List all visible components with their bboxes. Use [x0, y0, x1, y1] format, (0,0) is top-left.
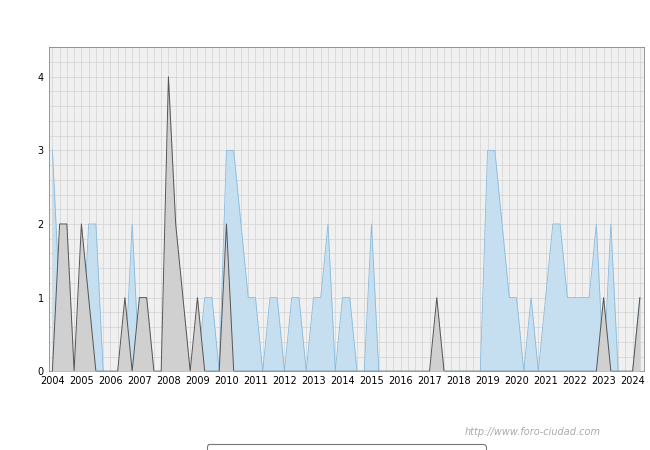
- Legend: Viviendas Nuevas, Viviendas Usadas: Viviendas Nuevas, Viviendas Usadas: [207, 444, 486, 450]
- Text: Brazuelo - Evolucion del Nº de Transacciones Inmobiliarias: Brazuelo - Evolucion del Nº de Transacci…: [111, 9, 539, 24]
- Text: http://www.foro-ciudad.com: http://www.foro-ciudad.com: [465, 427, 601, 437]
